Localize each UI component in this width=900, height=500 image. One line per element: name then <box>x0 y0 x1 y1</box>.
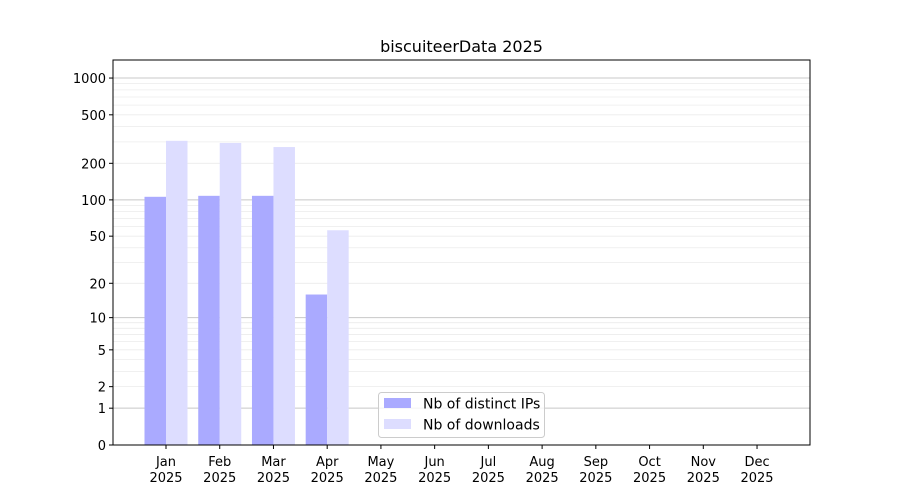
bar-distinct-ips <box>198 195 220 445</box>
chart-title: biscuiteerData 2025 <box>380 37 543 56</box>
bar-downloads <box>166 140 188 445</box>
bar-distinct-ips <box>305 294 328 445</box>
x-tick-label: Dec 2025 <box>740 455 773 486</box>
x-tick-label: Aug 2025 <box>526 455 559 486</box>
y-tick-label: 5 <box>98 344 106 359</box>
x-tick-label: Sep 2025 <box>579 455 612 486</box>
bars <box>144 140 349 445</box>
x-axis: Jan 2025 Feb 2025 Mar 2025 Apr 2025 May 2025 Jun 20… <box>149 445 774 486</box>
x-tick-label: Jan 2025 <box>149 455 182 486</box>
legend-swatch-ips <box>384 398 411 408</box>
y-tick-label: 50 <box>89 230 106 245</box>
y-tick-label: 0 <box>98 439 106 454</box>
legend: Nb of distinct IPs Nb of downloads <box>378 392 545 438</box>
plot-frame <box>112 59 811 446</box>
y-tick-label: 20 <box>89 277 106 292</box>
legend-label-ips: Nb of distinct IPs <box>423 397 540 413</box>
y-tick-label: 1000 <box>73 72 106 87</box>
y-tick-label: 1 <box>98 402 106 417</box>
legend-box <box>378 392 545 438</box>
bar-downloads <box>273 147 295 445</box>
bar-downloads <box>219 142 242 445</box>
x-tick-label: Jul 2025 <box>472 455 505 486</box>
legend-label-downloads: Nb of downloads <box>423 418 540 434</box>
y-axis: 0 1 2 5 10 20 50 100 200 500 1000 <box>73 72 113 454</box>
legend-swatch-downloads <box>384 419 411 429</box>
y-tick-label: 100 <box>81 194 106 209</box>
x-tick-label: Nov 2025 <box>687 455 720 486</box>
y-tick-label: 200 <box>81 157 106 172</box>
x-tick-label: Apr 2025 <box>311 455 344 486</box>
y-tick-label: 500 <box>81 109 106 124</box>
x-tick-label: Oct 2025 <box>633 455 666 486</box>
x-tick-label: Jun 2025 <box>418 455 451 486</box>
x-tick-label: Mar 2025 <box>257 455 290 486</box>
bar-distinct-ips <box>144 196 166 445</box>
x-tick-label: May 2025 <box>364 455 397 486</box>
bar-downloads <box>327 230 349 445</box>
y-tick-label: 10 <box>89 312 106 327</box>
y-tick-label: 2 <box>98 381 106 396</box>
bar-distinct-ips <box>251 195 274 445</box>
x-tick-label: Feb 2025 <box>203 455 236 486</box>
